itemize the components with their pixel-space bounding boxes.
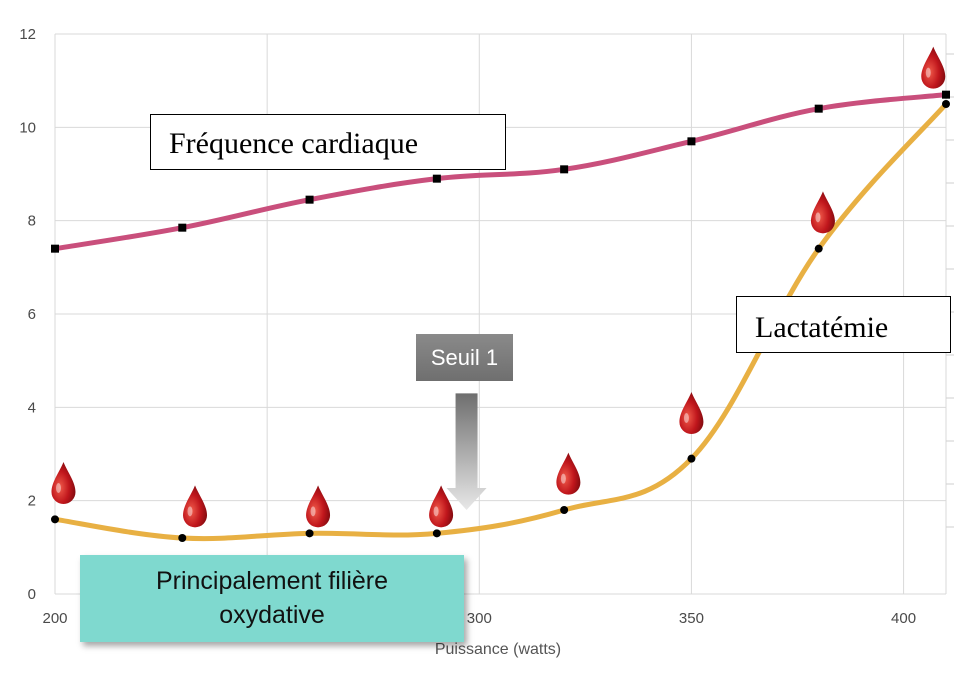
frequence-cardiaque-point [942, 90, 950, 99]
blood-drop-highlight [815, 212, 821, 223]
filiere-oxydative-box: Principalement filière oxydative [80, 555, 464, 642]
x-tick-label: 300 [467, 610, 492, 627]
blood-drop-icon [306, 485, 331, 528]
y-tick-label: 6 [28, 306, 36, 323]
lactatemie-label: Lactatémie [736, 296, 951, 353]
filiere-line-1: Principalement filière [155, 566, 389, 595]
y-tick-label: 10 [19, 119, 36, 136]
blood-drop-highlight [55, 483, 61, 493]
y-tick-label: 0 [28, 586, 36, 603]
blood-drop-highlight [683, 413, 689, 423]
series [51, 90, 950, 542]
x-tick-label: 400 [891, 610, 916, 627]
frequence-cardiaque-line [52, 92, 949, 252]
frequence-cardiaque-point [51, 244, 59, 253]
blood-drop-icon [921, 46, 946, 89]
blood-drop-icon [429, 485, 454, 528]
x-tick-label: 350 [679, 610, 704, 627]
frequence-cardiaque-point [687, 137, 696, 146]
down-arrow-icon [446, 393, 487, 510]
blood-drop-icon [183, 485, 208, 528]
blood-drops [51, 46, 946, 528]
frequence-cardiaque-point [814, 104, 823, 113]
x-axis-title: Puissance (watts) [435, 641, 561, 658]
y-tick-label: 12 [19, 26, 36, 43]
axis-ticks: 0 2 4 6 8 10 12 200 300 350 400 [19, 26, 916, 627]
y-tick-label: 4 [28, 399, 36, 416]
frequence-cardiaque-point [560, 165, 569, 174]
blood-drop-highlight [187, 506, 193, 517]
frequence-cardiaque-point [178, 223, 187, 232]
blood-drop-icon [51, 462, 76, 504]
blood-drop-icon [556, 452, 581, 495]
lactatemie-point [178, 534, 187, 542]
threshold-arrow [446, 393, 487, 510]
y-tick-label: 2 [28, 493, 36, 510]
y-tick-label: 8 [28, 213, 36, 230]
seuil-label: Seuil 1 [416, 334, 513, 381]
blood-drop-highlight [433, 506, 439, 517]
lactatemie-point [687, 454, 696, 463]
blood-drop-highlight [925, 67, 931, 78]
frequence-cardiaque-point [305, 195, 314, 204]
frequence-cardiaque-point [432, 174, 441, 183]
lactatemie-point [942, 100, 950, 108]
lactatemie-point [814, 244, 823, 253]
filiere-line-2: oxydative [219, 600, 325, 629]
frequence-cardiaque-label: Fréquence cardiaque [150, 114, 506, 170]
lactatemie-point [51, 515, 59, 524]
blood-drop-icon [810, 191, 835, 234]
lactatemie-point [432, 529, 441, 538]
x-tick-label: 200 [42, 610, 67, 627]
blood-drop-highlight [310, 506, 316, 517]
blood-drop-highlight [560, 473, 566, 484]
lactatemie-point [305, 529, 314, 538]
lactatemie-line [52, 101, 949, 542]
lactatemie-point [560, 506, 569, 514]
blood-drop-icon [679, 392, 704, 434]
